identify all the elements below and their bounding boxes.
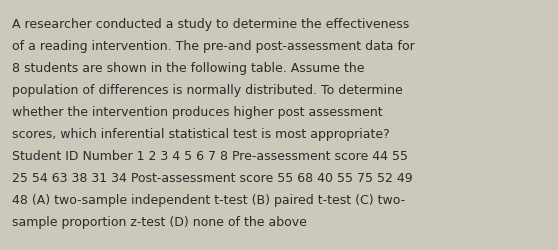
Text: scores, which inferential statistical test is most appropriate?: scores, which inferential statistical te… — [12, 128, 389, 140]
Text: 48 (A) two-sample independent t-test (B) paired t-test (C) two-: 48 (A) two-sample independent t-test (B)… — [12, 193, 405, 206]
Text: sample proportion z-test (D) none of the above: sample proportion z-test (D) none of the… — [12, 215, 307, 228]
Text: 8 students are shown in the following table. Assume the: 8 students are shown in the following ta… — [12, 62, 364, 75]
Text: of a reading intervention. The pre-and post-assessment data for: of a reading intervention. The pre-and p… — [12, 40, 415, 53]
Text: whether the intervention produces higher post assessment: whether the intervention produces higher… — [12, 106, 383, 118]
Text: Student ID Number 1 2 3 4 5 6 7 8 Pre-assessment score 44 55: Student ID Number 1 2 3 4 5 6 7 8 Pre-as… — [12, 150, 408, 162]
Text: population of differences is normally distributed. To determine: population of differences is normally di… — [12, 84, 403, 96]
Text: 25 54 63 38 31 34 Post-assessment score 55 68 40 55 75 52 49: 25 54 63 38 31 34 Post-assessment score … — [12, 171, 412, 184]
Text: A researcher conducted a study to determine the effectiveness: A researcher conducted a study to determ… — [12, 18, 409, 31]
